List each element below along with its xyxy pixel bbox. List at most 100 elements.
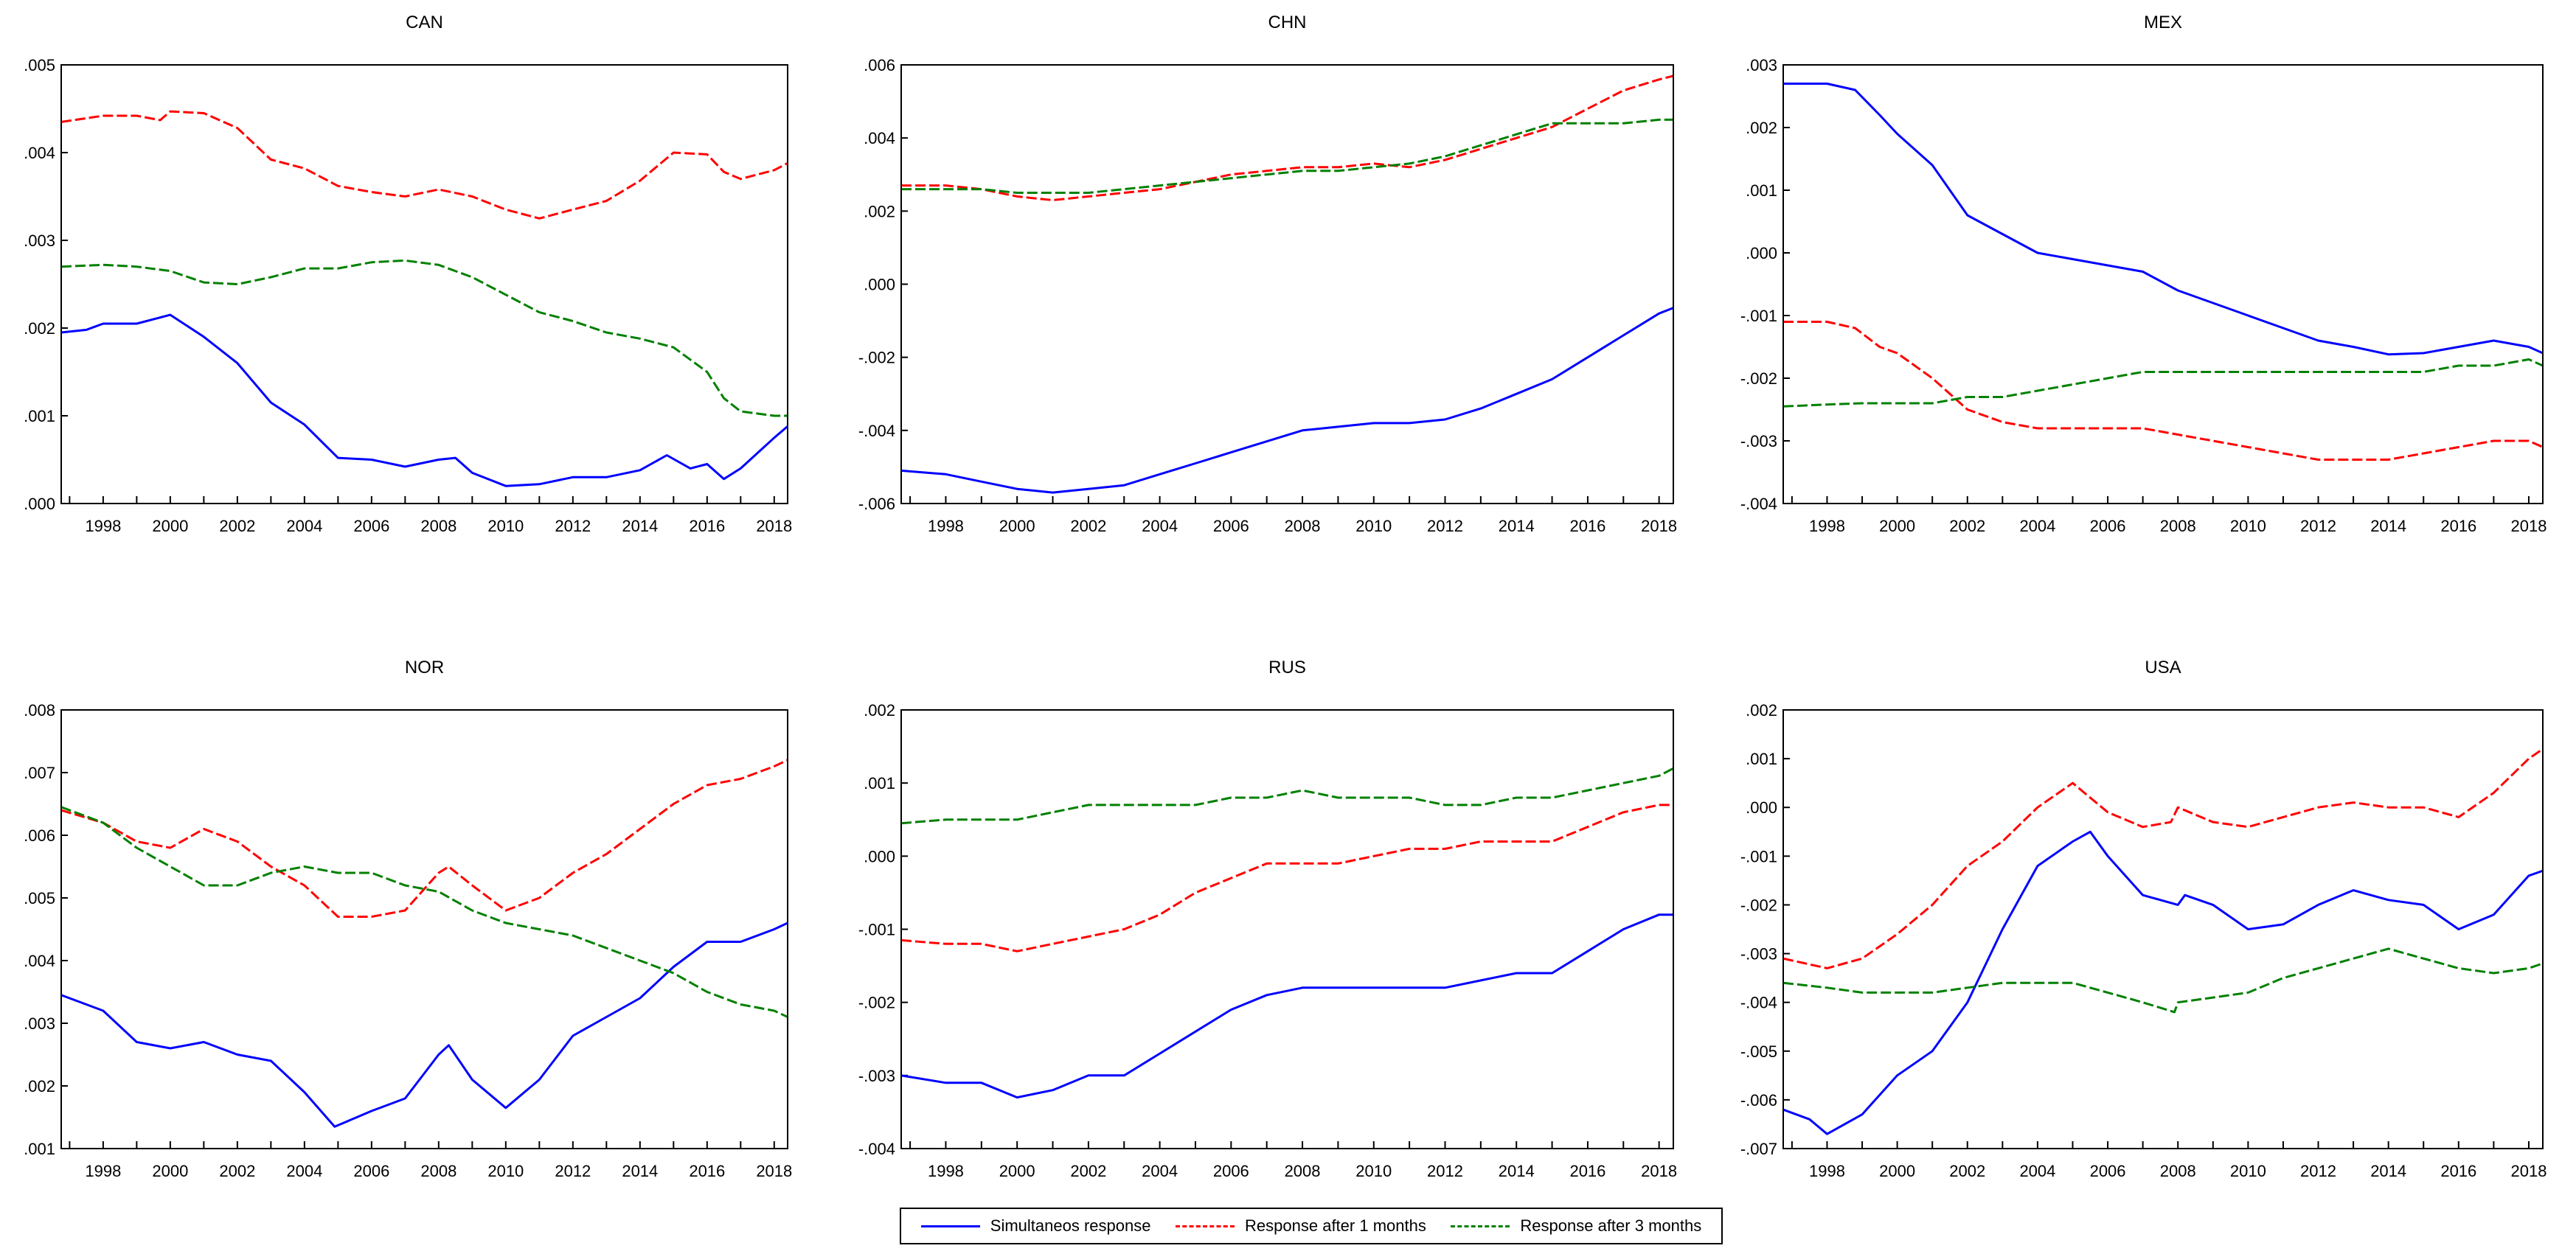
y-tick-label-usa: -.002	[1740, 896, 1777, 914]
panel-mex: MEX -.004 -.003 -.002 -.001 .000 .001 .002 .003 1…	[1740, 13, 2547, 535]
x-tick-label-chn: 2014	[1499, 517, 1535, 535]
legend-label-1-month: Response after 1 months	[1245, 1216, 1426, 1235]
y-tick-label-mex: .000	[1746, 244, 1777, 262]
plot-frame-mex	[1782, 64, 2544, 504]
panel-title-nor: NOR	[405, 658, 444, 677]
y-tick-label-rus: .001	[864, 774, 895, 793]
x-tick-label-chn: 2010	[1355, 517, 1392, 535]
y-tick-label-rus: -.004	[858, 1140, 895, 1158]
x-tick-label-nor: 2006	[353, 1162, 389, 1180]
plot-frame-can	[60, 64, 788, 504]
x-tick-label-usa: 2008	[2160, 1162, 2196, 1180]
y-tick-label-nor: .005	[24, 889, 55, 908]
panel-title-rus: RUS	[1268, 658, 1306, 677]
x-tick-label-can: 2016	[689, 517, 725, 535]
y-tick-label-nor: .004	[24, 952, 55, 970]
y-tick-label-mex: -.003	[1740, 432, 1777, 450]
x-tick-label-rus: 2016	[1569, 1162, 1605, 1180]
series-line-simultaneous-nor	[61, 922, 788, 1128]
x-tick-label-chn: 2016	[1569, 517, 1605, 535]
y-tick-label-can: .002	[24, 319, 55, 338]
x-tick-label-can: 2010	[487, 517, 524, 535]
plot-frame-rus	[900, 709, 1674, 1149]
y-tick-label-mex: -.002	[1740, 369, 1777, 388]
x-tick-label-usa: 2016	[2440, 1162, 2476, 1180]
legend-item-simultaneous: Simultaneos response	[920, 1216, 1151, 1236]
x-tick-label-chn: 2008	[1285, 517, 1321, 535]
x-tick-label-rus: 2002	[1070, 1162, 1106, 1180]
y-tick-label-rus: .002	[864, 701, 895, 720]
series-line-after-1-month-can	[61, 110, 788, 220]
x-tick-label-can: 1998	[85, 517, 121, 535]
series-line-after-1-month-rus	[901, 804, 1673, 952]
y-tick-label-usa: -.001	[1740, 847, 1777, 865]
panel-usa: USA -.007 -.006 -.005 -.004 -.003 -.002 -.001 .0…	[1740, 658, 2547, 1180]
series-line-simultaneous-mex	[1783, 83, 2543, 356]
x-tick-label-rus: 1998	[928, 1162, 964, 1180]
series-line-simultaneous-rus	[901, 913, 1673, 1099]
x-tick-label-usa: 2006	[2090, 1162, 2126, 1180]
y-tick-label-nor: .008	[24, 701, 55, 720]
legend-swatch-3-months	[1451, 1225, 1510, 1227]
y-tick-label-nor: .003	[24, 1014, 55, 1033]
x-tick-label-nor: 2018	[756, 1162, 792, 1180]
panel-title-usa: USA	[2145, 658, 2181, 677]
x-tick-label-usa: 2010	[2230, 1162, 2266, 1180]
x-tick-label-can: 2018	[756, 517, 792, 535]
x-tick-label-can: 2006	[353, 517, 389, 535]
x-tick-label-rus: 2014	[1499, 1162, 1535, 1180]
y-tick-label-mex: -.001	[1740, 307, 1777, 325]
x-tick-label-mex: 2004	[2019, 517, 2055, 535]
x-tick-label-usa: 1998	[1809, 1162, 1845, 1180]
series-line-after-1-month-chn	[901, 74, 1673, 201]
x-tick-label-chn: 2002	[1070, 517, 1106, 535]
x-tick-label-mex: 2010	[2230, 517, 2266, 535]
x-tick-label-chn: 1998	[928, 517, 964, 535]
y-tick-label-usa: -.005	[1740, 1042, 1777, 1061]
y-tick-label-can: .001	[24, 407, 55, 425]
x-tick-label-chn: 2012	[1427, 517, 1463, 535]
x-tick-label-usa: 2002	[1949, 1162, 1985, 1180]
y-tick-label-chn: .006	[864, 56, 895, 74]
y-tick-label-usa: .002	[1746, 701, 1777, 720]
y-tick-label-rus: -.003	[858, 1067, 895, 1085]
x-tick-label-mex: 2006	[2090, 517, 2126, 535]
x-tick-label-chn: 2004	[1142, 517, 1178, 535]
x-tick-label-usa: 2004	[2019, 1162, 2055, 1180]
y-tick-label-mex: .002	[1746, 119, 1777, 137]
x-tick-label-can: 2012	[555, 517, 591, 535]
y-tick-label-chn: .004	[864, 129, 895, 147]
x-tick-label-rus: 2000	[999, 1162, 1035, 1180]
legend-item-1-month: Response after 1 months	[1176, 1216, 1426, 1236]
x-tick-label-can: 2014	[622, 517, 658, 535]
series-line-simultaneous-usa	[1783, 830, 2543, 1135]
y-tick-label-mex: .001	[1746, 181, 1777, 200]
series-line-after-1-month-mex	[1783, 321, 2543, 461]
plot-frame-nor	[60, 709, 788, 1149]
x-tick-label-mex: 2018	[2510, 517, 2547, 535]
x-tick-label-usa: 2000	[1879, 1162, 1915, 1180]
panel-rus: RUS -.004 -.003 -.002 -.001 .000 .001 .002 1998 2…	[858, 658, 1677, 1180]
x-tick-label-rus: 2018	[1641, 1162, 1677, 1180]
x-tick-label-usa: 2012	[2300, 1162, 2336, 1180]
x-tick-label-mex: 2016	[2440, 517, 2476, 535]
y-tick-label-rus: -.002	[858, 994, 895, 1012]
x-tick-label-mex: 2008	[2160, 517, 2196, 535]
y-tick-label-nor: .006	[24, 826, 55, 845]
plot-frame-chn	[900, 64, 1674, 504]
x-tick-label-rus: 2004	[1142, 1162, 1178, 1180]
x-tick-label-chn: 2018	[1641, 517, 1677, 535]
panel-title-chn: CHN	[1268, 13, 1307, 32]
panel-can: CAN .000 .001 .002 .003 .004 .005 1998 2000 2002 2…	[24, 13, 792, 535]
y-tick-label-rus: .000	[864, 847, 895, 865]
x-tick-label-nor: 2002	[219, 1162, 255, 1180]
y-tick-label-mex: .003	[1746, 56, 1777, 74]
panel-title-mex: MEX	[2144, 13, 2182, 32]
legend-label-simultaneous: Simultaneos response	[990, 1216, 1151, 1235]
x-tick-label-mex: 2014	[2370, 517, 2406, 535]
x-tick-label-chn: 2000	[999, 517, 1035, 535]
y-tick-label-mex: -.004	[1740, 495, 1777, 513]
x-tick-label-nor: 2008	[420, 1162, 456, 1180]
x-tick-label-chn: 2006	[1213, 517, 1249, 535]
